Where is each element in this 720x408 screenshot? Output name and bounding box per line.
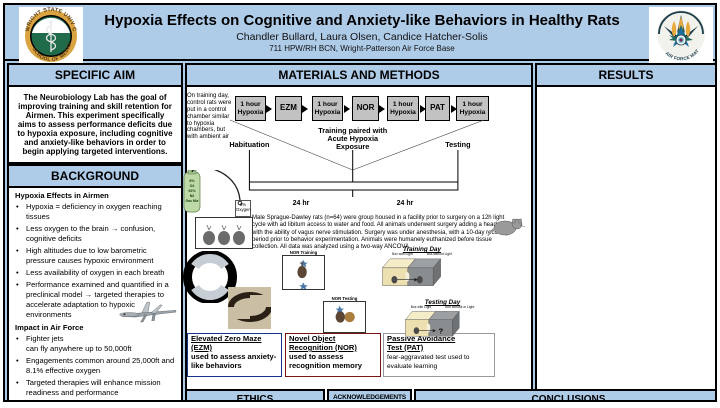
- svg-text:?: ?: [439, 326, 444, 335]
- svg-text:24 hr: 24 hr: [397, 200, 414, 207]
- svg-text:8%: 8%: [189, 179, 195, 183]
- svg-text:Exposure: Exposure: [336, 142, 369, 151]
- svg-text:24 hr: 24 hr: [293, 200, 310, 207]
- svg-text:Habituation: Habituation: [229, 140, 269, 149]
- svg-text:Gas Mix: Gas Mix: [185, 199, 198, 203]
- svg-text:N2: N2: [190, 194, 195, 198]
- svg-text:92%: 92%: [188, 189, 196, 193]
- svg-text:O2: O2: [190, 184, 195, 188]
- svg-text:Testing: Testing: [445, 140, 470, 149]
